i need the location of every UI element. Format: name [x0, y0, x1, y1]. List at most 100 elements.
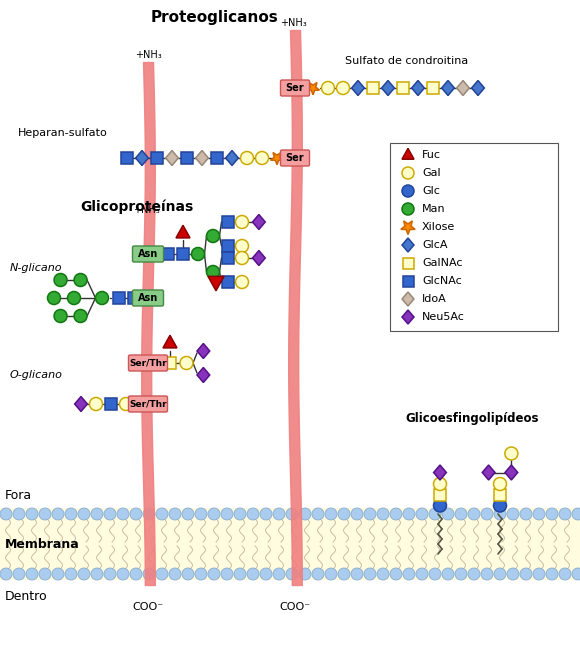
- Circle shape: [65, 568, 77, 580]
- Circle shape: [54, 310, 67, 322]
- Bar: [151, 152, 163, 164]
- Circle shape: [0, 568, 12, 580]
- Text: Fora: Fora: [5, 489, 32, 502]
- FancyBboxPatch shape: [132, 246, 164, 262]
- Circle shape: [377, 508, 389, 520]
- Circle shape: [390, 568, 402, 580]
- Bar: [0, 508, 580, 580]
- Circle shape: [235, 252, 248, 264]
- Circle shape: [54, 274, 67, 286]
- Circle shape: [156, 508, 168, 520]
- Circle shape: [117, 508, 129, 520]
- Circle shape: [442, 568, 454, 580]
- Circle shape: [78, 508, 90, 520]
- Circle shape: [241, 151, 253, 165]
- Circle shape: [235, 216, 248, 228]
- Circle shape: [338, 568, 350, 580]
- Circle shape: [325, 508, 337, 520]
- Polygon shape: [482, 465, 495, 480]
- Circle shape: [260, 508, 272, 520]
- Polygon shape: [195, 151, 208, 165]
- Circle shape: [26, 568, 38, 580]
- Text: O-glicano: O-glicano: [10, 370, 63, 380]
- Circle shape: [256, 151, 269, 165]
- Text: Asn: Asn: [138, 249, 158, 259]
- Circle shape: [559, 568, 571, 580]
- Circle shape: [286, 508, 298, 520]
- Circle shape: [533, 508, 545, 520]
- Circle shape: [13, 508, 25, 520]
- Circle shape: [468, 568, 480, 580]
- Bar: [494, 489, 506, 501]
- Circle shape: [273, 508, 285, 520]
- Polygon shape: [401, 221, 415, 234]
- Circle shape: [455, 508, 467, 520]
- Bar: [390, 143, 558, 331]
- Bar: [222, 240, 234, 252]
- Polygon shape: [176, 225, 190, 238]
- Circle shape: [572, 568, 580, 580]
- Polygon shape: [226, 151, 238, 165]
- Bar: [177, 248, 189, 260]
- Circle shape: [52, 568, 64, 580]
- Circle shape: [221, 568, 233, 580]
- FancyBboxPatch shape: [129, 355, 168, 371]
- Circle shape: [74, 274, 87, 286]
- Bar: [113, 292, 125, 304]
- Polygon shape: [208, 276, 224, 291]
- Polygon shape: [402, 292, 414, 306]
- Circle shape: [442, 508, 454, 520]
- Bar: [105, 398, 117, 410]
- Circle shape: [455, 568, 467, 580]
- Text: Glicoesfingolipídeos: Glicoesfingolipídeos: [405, 412, 538, 425]
- Bar: [403, 276, 414, 286]
- Circle shape: [206, 266, 219, 278]
- FancyBboxPatch shape: [132, 290, 164, 306]
- Circle shape: [494, 508, 506, 520]
- Circle shape: [364, 568, 376, 580]
- Circle shape: [533, 568, 545, 580]
- Polygon shape: [402, 310, 414, 324]
- Text: Neu5Ac: Neu5Ac: [422, 312, 465, 322]
- Circle shape: [546, 568, 558, 580]
- Circle shape: [91, 508, 103, 520]
- Circle shape: [143, 508, 155, 520]
- Text: Membrana: Membrana: [5, 537, 80, 551]
- Bar: [164, 357, 176, 369]
- Polygon shape: [75, 396, 88, 412]
- Circle shape: [195, 508, 207, 520]
- Circle shape: [494, 568, 506, 580]
- Circle shape: [351, 568, 363, 580]
- Text: Sulfato de condroitina: Sulfato de condroitina: [345, 56, 468, 66]
- Circle shape: [403, 568, 415, 580]
- Circle shape: [416, 568, 428, 580]
- Circle shape: [78, 568, 90, 580]
- Polygon shape: [472, 81, 484, 95]
- Circle shape: [130, 568, 142, 580]
- Polygon shape: [136, 151, 148, 165]
- Circle shape: [52, 508, 64, 520]
- Circle shape: [182, 508, 194, 520]
- Circle shape: [468, 508, 480, 520]
- Circle shape: [235, 276, 248, 288]
- Polygon shape: [456, 81, 469, 95]
- Text: Ser: Ser: [286, 83, 304, 93]
- Circle shape: [234, 568, 246, 580]
- Text: COO⁻: COO⁻: [132, 602, 164, 612]
- Circle shape: [505, 447, 518, 460]
- Circle shape: [65, 508, 77, 520]
- Circle shape: [286, 568, 298, 580]
- Circle shape: [206, 230, 219, 242]
- Circle shape: [247, 508, 259, 520]
- Circle shape: [130, 508, 142, 520]
- Polygon shape: [166, 151, 179, 165]
- Circle shape: [117, 568, 129, 580]
- Polygon shape: [505, 465, 518, 480]
- Polygon shape: [351, 81, 364, 95]
- Circle shape: [208, 568, 220, 580]
- Bar: [222, 252, 234, 264]
- Circle shape: [104, 568, 116, 580]
- Bar: [222, 216, 234, 228]
- Text: Gal: Gal: [422, 168, 441, 178]
- Circle shape: [0, 508, 12, 520]
